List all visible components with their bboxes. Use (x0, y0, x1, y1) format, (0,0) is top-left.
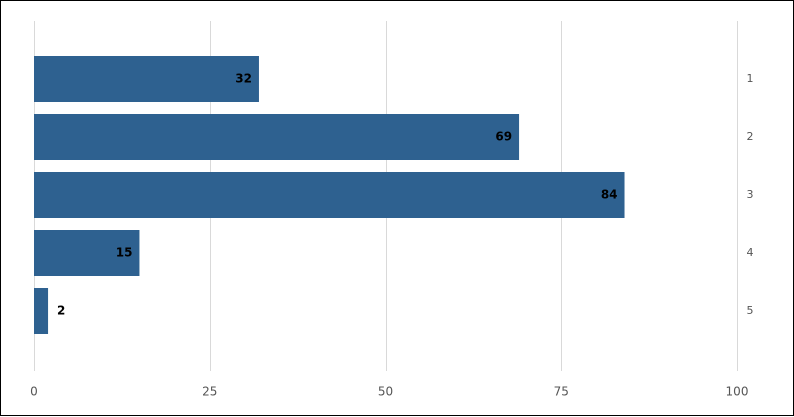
data-label: 2 (57, 304, 65, 318)
bar-4 (34, 230, 140, 276)
x-tick-layer: 0 25 50 75 100 (30, 385, 748, 399)
x-tick-label: 0 (30, 385, 38, 399)
data-label: 69 (495, 130, 512, 144)
bar-1 (34, 56, 259, 102)
category-label-layer: 1 2 3 4 5 (747, 72, 754, 317)
x-tick-label: 100 (726, 385, 749, 399)
data-label: 32 (235, 72, 252, 86)
category-label: 4 (747, 246, 754, 259)
bar-2 (34, 114, 520, 160)
category-label: 5 (747, 304, 754, 317)
x-tick-label: 25 (202, 385, 217, 399)
x-tick-label: 75 (554, 385, 569, 399)
data-label: 84 (601, 188, 618, 202)
label-layer: 32 69 84 15 2 (57, 72, 617, 318)
data-label: 15 (116, 246, 133, 260)
bar-layer (34, 56, 625, 334)
category-label: 2 (747, 130, 754, 143)
category-label: 3 (747, 188, 754, 201)
category-label: 1 (747, 72, 754, 85)
x-tick-label: 50 (378, 385, 393, 399)
bar-5 (34, 288, 49, 334)
bar-3 (34, 172, 625, 218)
